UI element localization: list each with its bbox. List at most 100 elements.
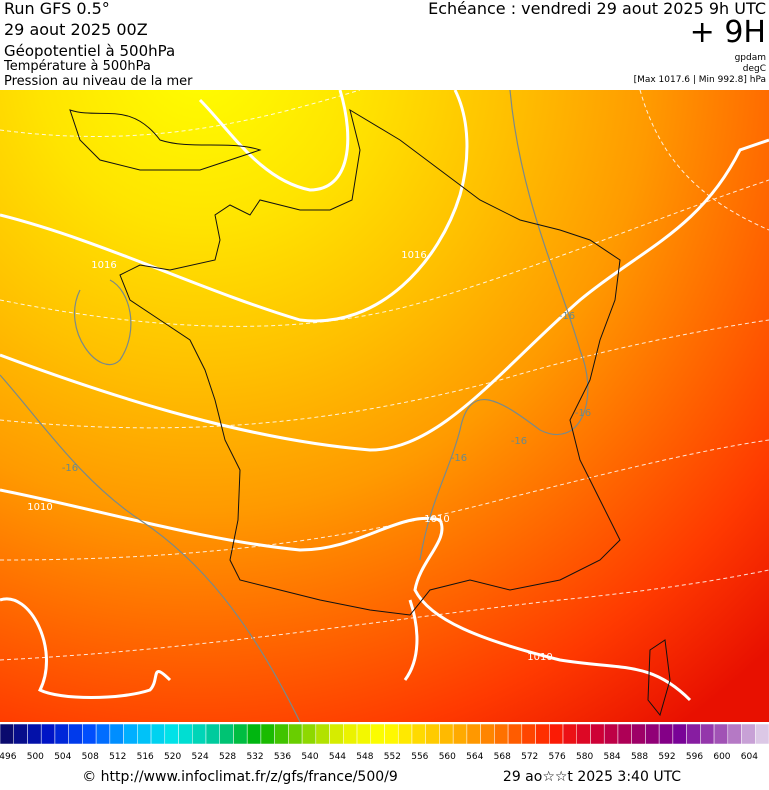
colorbar-label: 540 — [301, 752, 318, 762]
colorbar-label: 552 — [384, 752, 401, 762]
source: © http://www.infoclimat.fr/z/gfs/france/… — [82, 769, 398, 785]
contour-label: -16 — [62, 463, 78, 474]
colorbar-cell — [68, 723, 83, 745]
colorbar-label: 572 — [521, 752, 538, 762]
colorbar-cell — [13, 723, 28, 745]
colorbar-label: 564 — [466, 752, 483, 762]
colorbar-cell — [645, 723, 660, 745]
colorbar-cell — [150, 723, 166, 745]
colorbar-cell — [95, 723, 111, 745]
colorbar-cell — [603, 723, 619, 745]
pressure-range: [Max 1017.6 | Min 992.8] hPa — [634, 75, 766, 85]
colorbar-label: 600 — [713, 752, 730, 762]
colorbar-label: 604 — [741, 752, 758, 762]
contour-label: 1010 — [27, 502, 52, 513]
colorbar-cell — [164, 723, 179, 745]
colorbar-cell — [178, 723, 193, 745]
colorbar-cell — [0, 723, 14, 745]
colorbar-cell — [755, 723, 769, 745]
colorbar-label: 536 — [274, 752, 291, 762]
colorbar-label: 508 — [82, 752, 99, 762]
contour-label: 1016 — [91, 260, 116, 271]
field-3: Pression au niveau de la mer — [4, 74, 193, 89]
colorbar-label: 576 — [549, 752, 566, 762]
colorbar-label: 544 — [329, 752, 346, 762]
colorbar-label: 560 — [439, 752, 456, 762]
colorbar-cell — [82, 723, 97, 745]
colorbar: 496 500 504 508 512 516 520 524 528 532 536 540 544 5… — [0, 723, 769, 762]
colorbar-cell — [452, 723, 468, 745]
colorbar-cell — [288, 723, 303, 745]
colorbar-cell — [343, 723, 358, 745]
colorbar-cell — [672, 723, 687, 745]
colorbar-cell — [246, 723, 262, 745]
geopotential-isolines — [0, 89, 769, 702]
colorbar-cell — [219, 723, 234, 745]
contour-label: -16 — [511, 436, 527, 447]
colorbar-cell — [439, 723, 454, 745]
run-date: 29 aout 2025 00Z — [4, 20, 148, 39]
colorbar-cell — [192, 723, 207, 745]
colorbar-label: 520 — [164, 752, 181, 762]
colorbar-cell — [274, 723, 289, 745]
colorbar-label: 504 — [54, 752, 71, 762]
colorbar-cell — [356, 723, 372, 745]
colorbar-label: 548 — [356, 752, 373, 762]
unit-2: degC — [743, 64, 766, 74]
colorbar-cell — [480, 723, 495, 745]
colorbar-cell — [590, 723, 605, 745]
unit-1: gpdam — [735, 53, 766, 63]
colorbar-label: 580 — [576, 752, 593, 762]
colorbar-cell — [686, 723, 701, 745]
colorbar-cell — [233, 723, 248, 745]
colorbar-cell — [27, 723, 42, 745]
colorbar-cell — [397, 723, 413, 745]
colorbar-cell — [205, 723, 220, 745]
colorbar-cell — [54, 723, 69, 745]
colorbar-label: 556 — [411, 752, 428, 762]
colorbar-cell — [658, 723, 674, 745]
colorbar-cell — [713, 723, 729, 745]
colorbar-label: 596 — [686, 752, 703, 762]
colorbar-cell — [700, 723, 715, 745]
colorbar-cell — [617, 723, 632, 745]
temperature-isolines — [0, 89, 769, 661]
field-main: Géopotentiel à 500hPa — [4, 42, 175, 60]
colorbar-cell — [315, 723, 330, 745]
colorbar-cell — [411, 723, 426, 745]
colorbar-cell — [301, 723, 317, 745]
colorbar-cell — [40, 723, 56, 745]
colorbar-label: 528 — [219, 752, 236, 762]
colorbar-cell — [123, 723, 138, 745]
echeance: Echéance : vendredi 29 aout 2025 9h UTC — [428, 0, 766, 18]
temperature-minus16 — [0, 89, 589, 723]
contour-label: -16 — [559, 311, 575, 322]
contour-label: 1010 — [424, 514, 449, 525]
lead-time: + 9H — [690, 15, 766, 50]
colorbar-cell — [109, 723, 124, 745]
colorbar-cell — [741, 723, 756, 745]
field-2: Température à 500hPa — [3, 59, 151, 74]
colorbar-label: 516 — [137, 752, 154, 762]
coastlines-borders — [69, 108, 671, 717]
generated-time: 29 ao☆☆t 2025 3:40 UTC — [503, 769, 681, 785]
colorbar-cell — [507, 723, 523, 745]
colorbar-label: 500 — [27, 752, 44, 762]
colorbar-cell — [576, 723, 591, 745]
contour-label: 1016 — [401, 250, 426, 261]
colorbar-cell — [384, 723, 399, 745]
colorbar-cell — [466, 723, 481, 745]
colorbar-label: 524 — [192, 752, 209, 762]
colorbar-cell — [562, 723, 578, 745]
colorbar-cell — [329, 723, 344, 745]
colorbar-cell — [521, 723, 536, 745]
colorbar-label: 568 — [494, 752, 511, 762]
contour-label: -16 — [575, 408, 591, 419]
colorbar-label: 512 — [109, 752, 126, 762]
colorbar-cell — [535, 723, 550, 745]
contour-labels: 1016 1016 1010 1010 1010 -16 -16 -16 -16 -16 — [27, 250, 591, 663]
colorbar-cell — [494, 723, 509, 745]
contour-label: 1010 — [527, 652, 552, 663]
